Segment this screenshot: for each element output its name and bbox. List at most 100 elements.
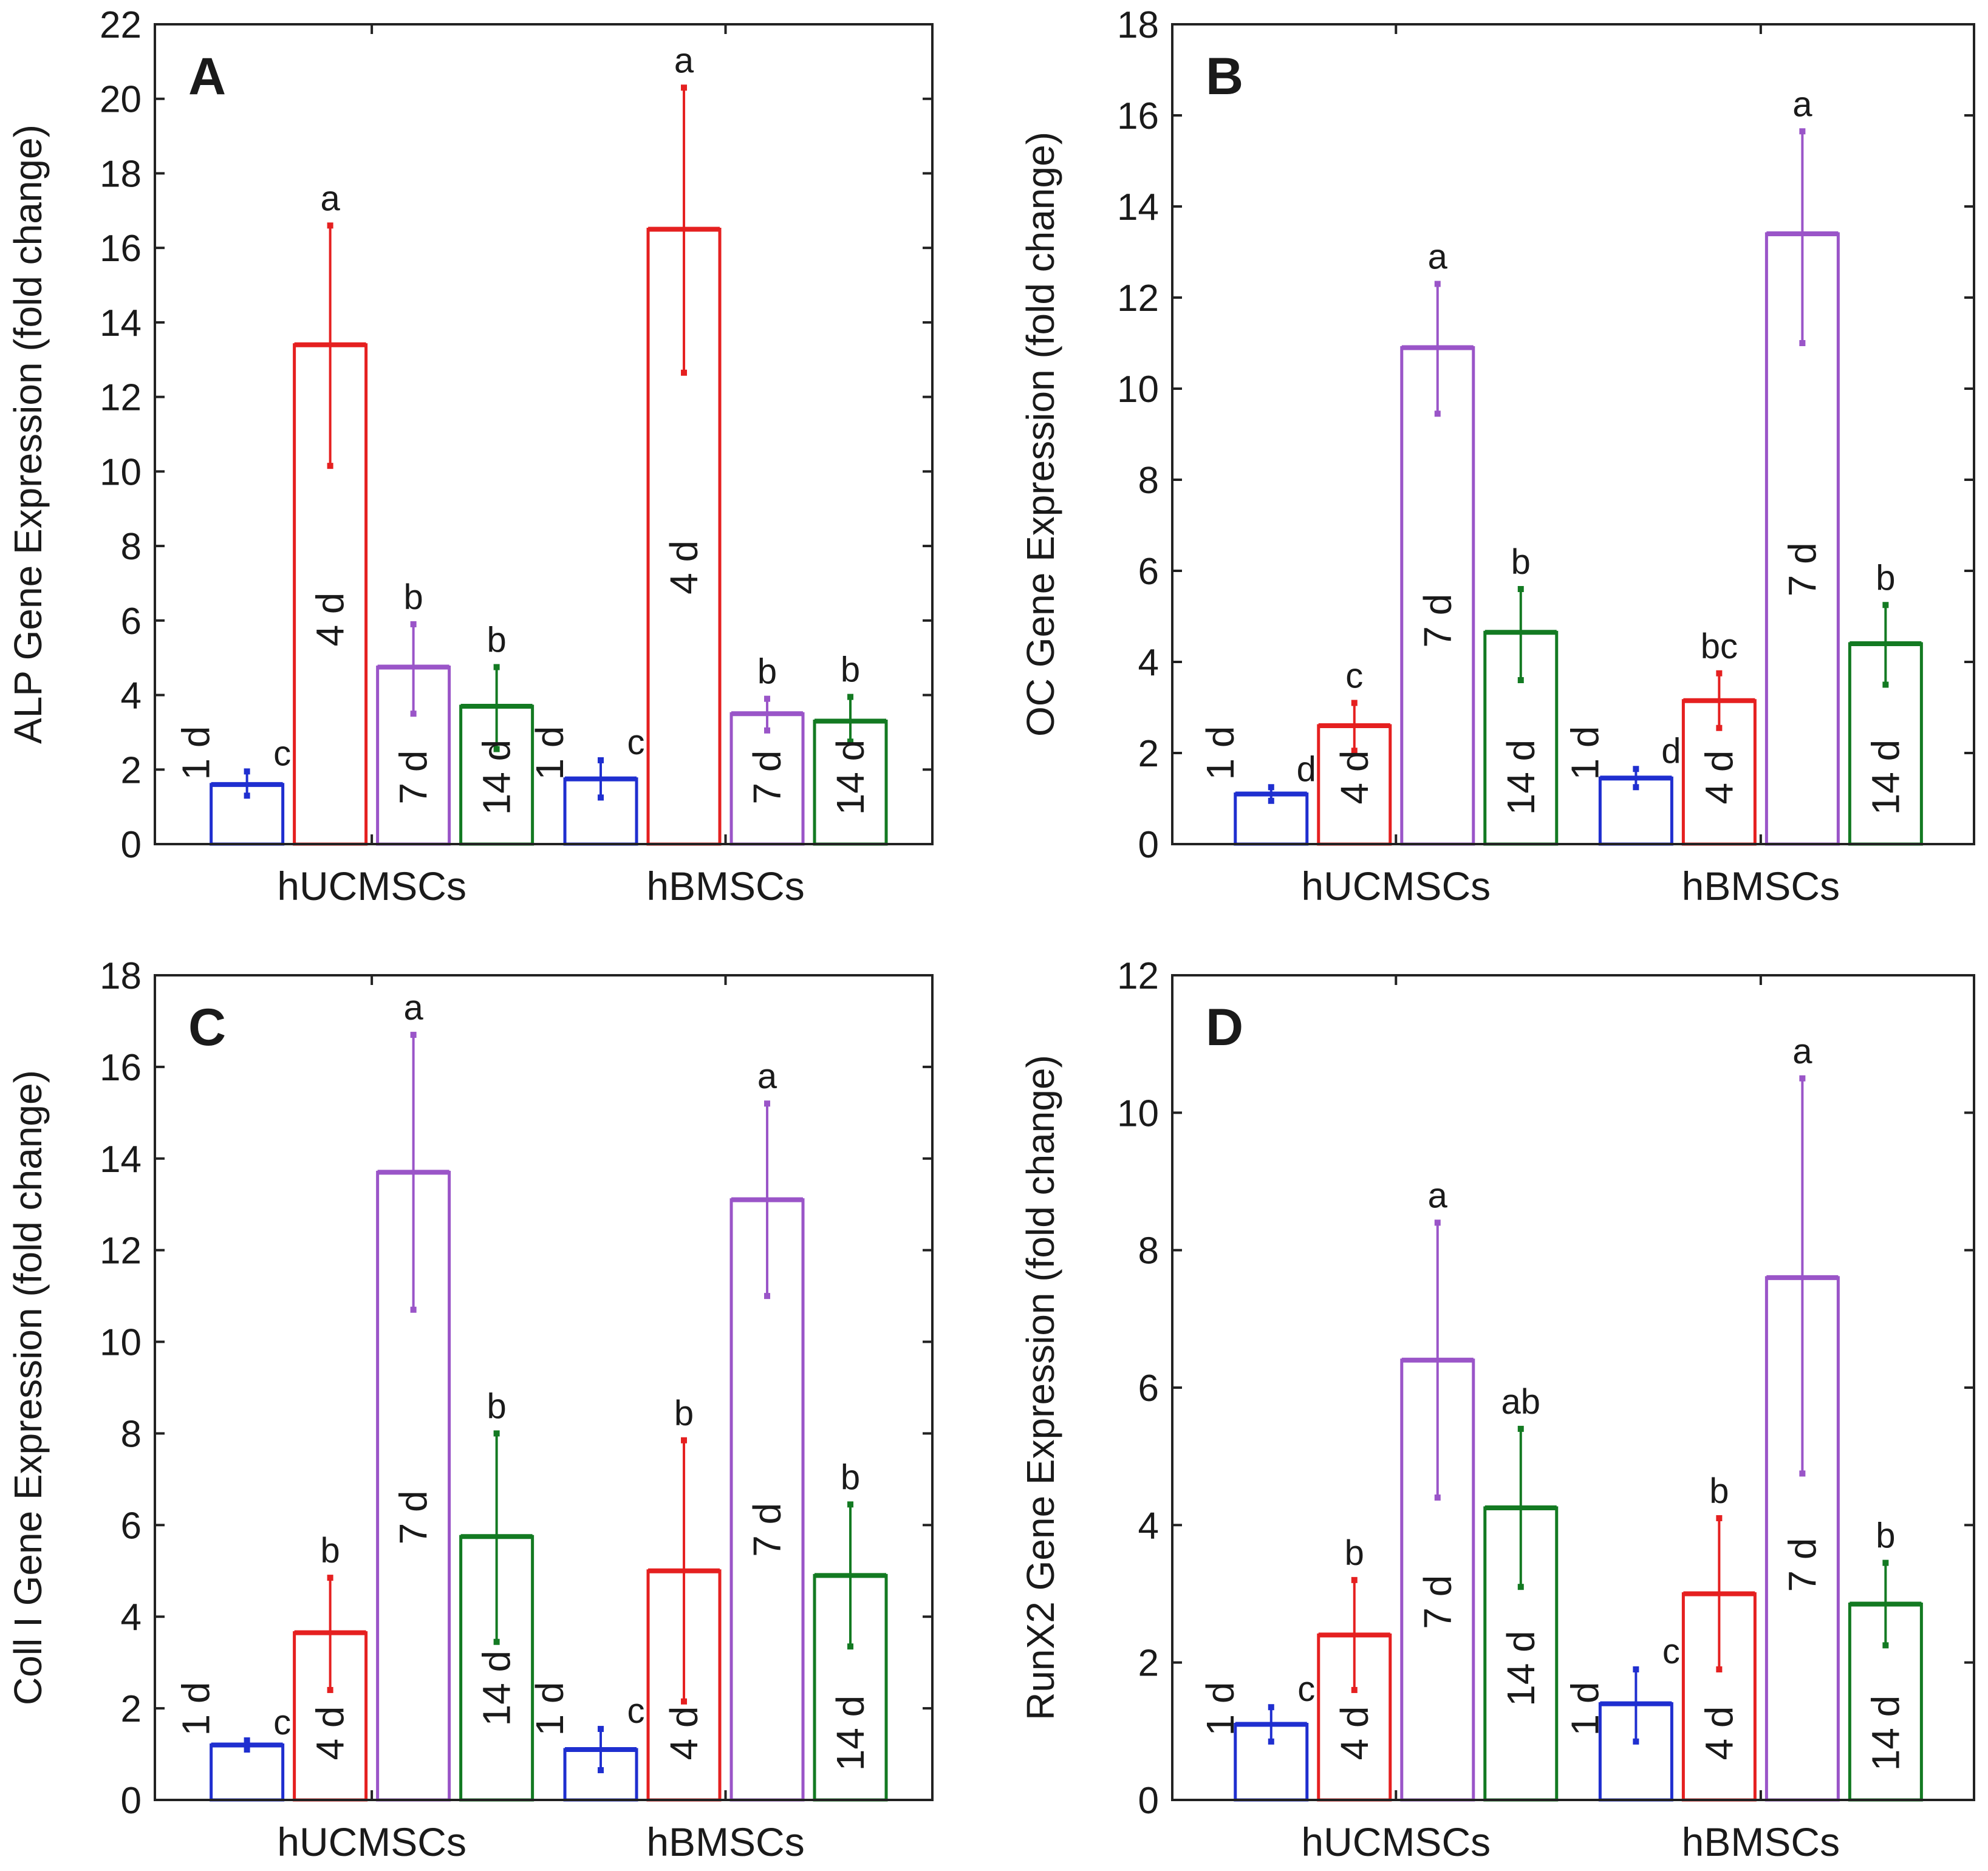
x-category-label: hUCMSCs [1301,1819,1491,1864]
bar-day-label: 7 d [745,1503,789,1557]
error-cap-low [1716,1666,1723,1672]
error-cap-high [1716,1515,1723,1522]
y-tick-label: 4 [121,1597,142,1638]
error-cap-low [1268,1738,1274,1745]
significance-letter: d [1661,731,1681,771]
bar-day-label: 14 d [1499,740,1543,816]
panel-letter: B [1206,47,1243,106]
significance-letter: c [1662,1632,1680,1671]
x-category-label: hUCMSCs [1301,864,1491,908]
bar-day-label: 1 d [1563,726,1607,780]
chart-panel-d: c 1 d c 1 d b 4 d b 4 d a 7 d a 7 d ab 14 d b 14 d 0 2 4 6 8… [1019,955,1975,1864]
bar-day-label: 1 d [174,726,218,780]
bar-day-label: 7 d [392,1490,436,1544]
error-cap-low [410,711,417,717]
significance-letter: a [403,988,423,1028]
error-cap-low [1517,677,1524,683]
error-cap-high [1633,1666,1639,1672]
error-cap-high [1351,700,1358,706]
significance-letter: b [1709,1471,1729,1511]
bar-day-label: 1 d [528,726,572,780]
y-axis-title: OC Gene Expression (fold change) [1019,132,1062,737]
y-axis-title: ALP Gene Expression (fold change) [6,124,50,744]
x-category-label: hBMSCs [646,1819,804,1864]
error-cap-high [410,621,417,627]
y-tick-label: 2 [121,1688,142,1730]
y-tick-label: 14 [1117,186,1159,228]
error-cap-high [764,695,771,702]
y-tick-label: 2 [121,749,142,791]
error-cap-low [244,1747,250,1753]
y-tick-label: 4 [1138,1505,1159,1547]
plot-frame [154,974,934,1801]
y-tick-label: 18 [1117,4,1159,46]
bar-day-label: 1 d [1198,726,1242,780]
significance-letter: c [1297,1669,1315,1709]
error-cap-low [1633,784,1639,791]
error-cap-high [1799,1075,1806,1082]
bar-day-label: 4 d [1333,751,1376,805]
bar-day-label: 4 d [1697,1706,1741,1760]
y-tick-label: 14 [100,302,142,344]
significance-letter: c [1345,656,1363,696]
error-cap-high [410,1032,417,1038]
y-tick-label: 4 [1138,642,1159,684]
error-cap-high [493,1430,500,1437]
y-tick-label: 10 [1117,369,1159,411]
error-cap-high [681,84,688,91]
y-tick-label: 16 [1117,95,1159,137]
x-category-label: hBMSCs [646,864,804,908]
y-tick-label: 6 [1138,1368,1159,1409]
significance-letter: a [674,41,694,80]
x-category-label: hBMSCs [1682,1819,1840,1864]
bar-day-label: 14 d [828,1695,872,1771]
bar-day-label: 1 d [1198,1682,1242,1736]
panel-letter: C [188,998,226,1057]
bar-day-label: 14 d [475,740,519,816]
y-tick-label: 18 [100,153,142,195]
y-tick-label: 14 [100,1139,142,1181]
error-cap-low [493,1638,500,1645]
y-tick-label: 10 [100,451,142,493]
y-tick-label: 20 [100,79,142,121]
error-cap-high [1268,1704,1274,1711]
error-cap-high [1799,128,1806,135]
significance-letter: a [757,1057,777,1096]
significance-letter: b [487,621,506,660]
error-cap-high [847,694,854,700]
error-cap-low [1633,1738,1639,1745]
bar-day-label: 4 d [1697,751,1741,805]
y-tick-label: 16 [100,228,142,270]
error-cap-low [244,792,250,799]
significance-letter: d [1297,749,1316,789]
error-cap-high [493,664,500,670]
significance-letter: a [1792,1032,1812,1071]
significance-letter: b [1876,1516,1895,1556]
y-tick-label: 2 [1138,733,1159,775]
y-tick-label: 0 [121,824,142,866]
chart-panel-a: c 1 d c 1 d a 4 d a 4 d b 7 d b 7 d b 14 d b 14 d 0 2 4 6 8 1… [6,4,934,908]
y-tick-label: 4 [121,675,142,717]
y-tick-label: 8 [1138,460,1159,502]
bar-day-label: 14 d [1863,1695,1907,1771]
error-cap-high [1268,784,1274,791]
y-tick-label: 10 [1117,1092,1159,1134]
significance-letter: b [403,578,423,617]
error-cap-low [327,463,333,469]
error-cap-low [598,1767,604,1773]
bar-day-label: 1 d [528,1682,572,1736]
y-tick-label: 10 [100,1322,142,1364]
y-tick-label: 12 [100,377,142,419]
error-cap-high [1351,1576,1358,1583]
plot-frame [1171,974,1975,1801]
y-tick-label: 12 [1117,955,1159,997]
error-cap-low [1517,1584,1524,1590]
bar-day-label: 1 d [1563,1682,1607,1736]
y-tick-label: 22 [100,4,142,46]
significance-letter: a [1428,237,1448,277]
bar-day-label: 4 d [1333,1706,1376,1760]
error-cap-low [847,1643,854,1650]
significance-letter: ab [1501,1382,1541,1422]
plot-frame [1171,23,1975,845]
